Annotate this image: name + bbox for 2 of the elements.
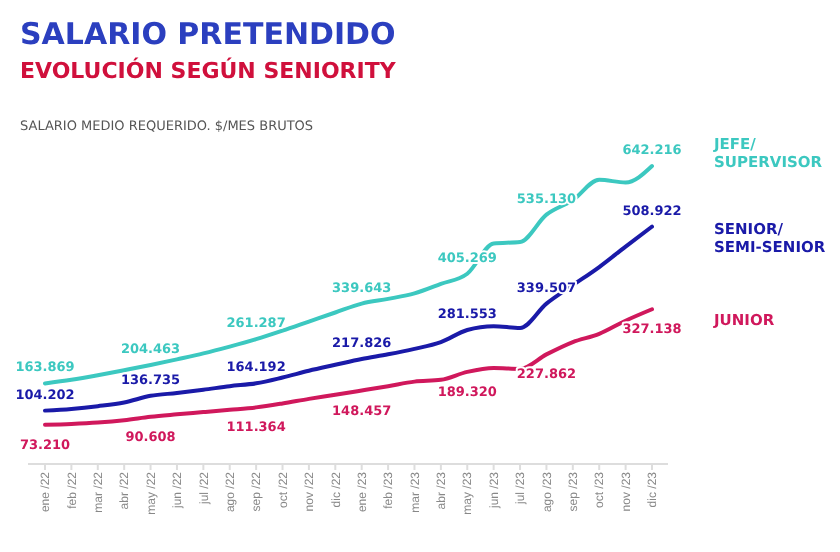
chart-title: SALARIO PRETENDIDO [20, 16, 396, 52]
chart-subtitle: EVOLUCIÓN SEGÚN SENIORITY [20, 56, 398, 84]
